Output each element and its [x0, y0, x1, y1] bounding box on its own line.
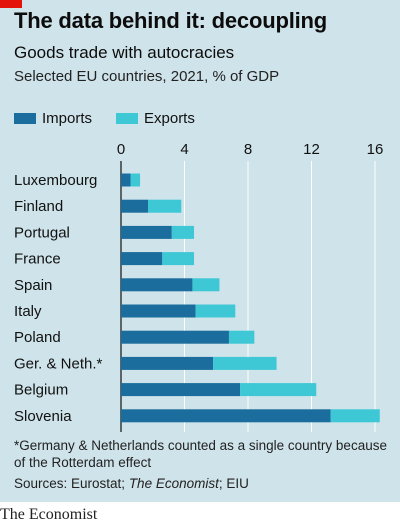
sources-suffix: ; EIU: [218, 476, 249, 491]
bar-exports: [330, 409, 380, 423]
category-label: Luxembourg: [14, 172, 97, 189]
bar-exports: [213, 356, 277, 370]
chart-card: The data behind it: decoupling Goods tra…: [0, 0, 400, 502]
bar-exports: [192, 278, 220, 292]
category-label: Ger. & Neth.*: [14, 355, 103, 372]
sources-note: Sources: Eurostat; The Economist; EIU: [14, 476, 249, 491]
sources-economist: The Economist: [128, 476, 219, 491]
chart-title: The data behind it: decoupling: [14, 8, 327, 33]
bar-imports: [121, 252, 163, 266]
category-label: Poland: [14, 329, 61, 346]
chart-subtitle: Goods trade with autocracies: [14, 43, 235, 62]
brand-accent-bar: [0, 0, 22, 8]
x-tick-label: 0: [117, 141, 125, 158]
bar-imports: [121, 225, 172, 239]
bar-imports: [121, 330, 229, 344]
legend-item-exports: Exports: [116, 109, 195, 127]
legend-label-imports: Imports: [42, 109, 93, 127]
category-label: Belgium: [14, 382, 68, 399]
bar-imports: [121, 278, 193, 292]
bar-imports: [121, 173, 131, 187]
bar-exports: [130, 173, 141, 187]
bar-imports: [121, 356, 214, 370]
bar-exports: [162, 252, 195, 266]
bar-imports: [121, 199, 148, 213]
legend-swatch-imports: [14, 112, 36, 124]
footnote-line-1: *Germany & Netherlands counted as a sing…: [14, 438, 387, 453]
category-label: Finland: [14, 198, 63, 215]
category-label: Slovenia: [14, 408, 72, 425]
bar-imports: [121, 409, 331, 423]
category-label: Spain: [14, 277, 52, 294]
x-tick-label: 12: [303, 141, 320, 158]
bar-chart: 0 4 8 12 16 Luxembourg Finland Portugal France Sp…: [14, 141, 384, 432]
bar-imports: [121, 383, 241, 397]
legend-label-exports: Exports: [144, 109, 195, 127]
footnote-line-2: of the Rotterdam effect: [14, 455, 152, 470]
bar-exports: [228, 330, 255, 344]
sources-prefix: Sources: Eurostat;: [14, 476, 129, 491]
category-label: Portugal: [14, 224, 70, 241]
x-tick-label: 16: [367, 141, 384, 158]
bar-imports: [121, 304, 196, 318]
bar-exports: [147, 199, 182, 213]
x-tick-label: 4: [180, 141, 188, 158]
legend-swatch-exports: [116, 112, 138, 124]
brand-wordmark: The Economist: [0, 506, 98, 523]
x-tick-label: 8: [244, 141, 252, 158]
bar-exports: [195, 304, 236, 318]
bar-exports: [240, 383, 317, 397]
bar-exports: [171, 225, 195, 239]
category-label: Italy: [14, 303, 42, 320]
legend-item-imports: Imports: [14, 109, 92, 127]
chart-units-note: Selected EU countries, 2021, % of GDP: [14, 68, 280, 85]
category-label: France: [14, 251, 61, 268]
